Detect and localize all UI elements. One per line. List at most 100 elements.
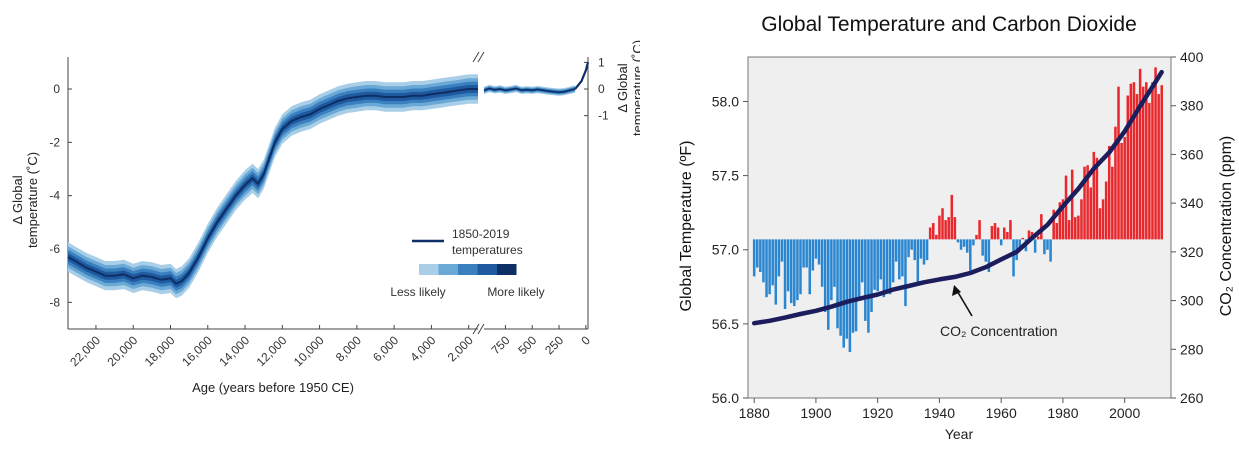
y-tick-label-left: 58.0	[712, 93, 739, 109]
y-tick-label-right: 360	[1180, 146, 1204, 162]
temperature-bar	[965, 239, 969, 253]
temperature-bar	[1006, 231, 1009, 240]
temperature-bar	[864, 239, 867, 321]
temperature-bar	[947, 217, 950, 240]
uncertainty-band-main	[68, 81, 478, 291]
temperature-bar	[885, 239, 889, 292]
temperature-bar	[894, 239, 898, 262]
temperature-bar	[1111, 166, 1114, 240]
co2-annotation-label: CO₂ Concentration	[940, 323, 1058, 339]
temperature-bar	[916, 239, 920, 286]
temperature-bar	[1120, 142, 1123, 240]
uncertainty-band-main	[68, 74, 478, 299]
temperature-bar	[867, 239, 870, 333]
annotation-arrow-head	[952, 285, 961, 296]
temperature-bar	[1018, 239, 1021, 247]
temperature-bar	[1095, 157, 1099, 240]
temperature-bar	[876, 239, 879, 292]
temperature-bar	[1083, 166, 1086, 240]
paleo-temperature-chart: 0 -2 -4 -6 -8 1 0 -1 22,000 20,000 18,000 16,000 14,…	[10, 40, 640, 395]
temperature-bar	[999, 239, 1003, 246]
temperature-bar	[996, 227, 1000, 240]
y-tick-label-right: 0	[598, 82, 605, 96]
temperature-bar	[891, 239, 895, 283]
x-tick-label-recent: 750	[489, 333, 513, 357]
y-axis-label-right-line1: Δ Global	[615, 63, 630, 112]
temperature-bar	[1074, 217, 1077, 240]
temperature-bar	[972, 239, 975, 246]
y-tick-label: -2	[49, 135, 60, 149]
y-tick-label-right: 380	[1180, 98, 1204, 114]
x-tick-label: 20,000	[104, 333, 140, 369]
temperature-bar	[993, 223, 997, 240]
x-tick-label: 1900	[800, 405, 831, 421]
temperature-bar	[756, 239, 759, 268]
temperature-bar	[1148, 102, 1151, 240]
x-tick-label: 8,000	[333, 333, 364, 364]
temperature-bar	[820, 239, 824, 287]
temperature-bar	[944, 220, 947, 240]
temperature-bar	[1123, 137, 1126, 240]
y-axis-label-left: Global Temperature (ºF)	[678, 141, 695, 312]
temperature-bar	[857, 239, 861, 298]
temperature-bar	[1114, 126, 1117, 240]
temperature-bar	[839, 239, 842, 336]
temperature-bar	[1061, 199, 1065, 240]
temperature-bar	[925, 239, 929, 261]
temperature-bar	[1070, 169, 1074, 240]
temperature-bar	[811, 239, 815, 271]
chart-title: Global Temperature and Carbon Dioxide	[761, 13, 1137, 36]
temperature-bar	[1092, 151, 1096, 240]
legend-more-likely: More likely	[487, 285, 544, 299]
temperature-bar	[1145, 82, 1148, 240]
plot-area	[747, 56, 1172, 399]
temperature-bar	[1055, 223, 1059, 240]
temperature-bar	[1027, 230, 1031, 240]
legend-likelihood-swatch	[419, 264, 439, 275]
axis-break-mark	[477, 323, 485, 335]
temperature-bar	[898, 239, 901, 280]
y-tick-label: 0	[53, 82, 60, 96]
co2-line	[751, 69, 1164, 326]
x-axis-label: Age (years before 1950 CE)	[192, 380, 354, 395]
temperature-bar	[1033, 239, 1037, 253]
temperature-bar	[1151, 82, 1154, 240]
temperature-bar	[854, 239, 858, 332]
temperature-bar	[1049, 239, 1052, 262]
temperature-bar	[1098, 208, 1102, 240]
y-tick-label-right: 1	[598, 55, 605, 69]
temperature-bar	[987, 239, 991, 272]
y-tick-label-left: 56.5	[712, 316, 739, 332]
temperature-bar	[1058, 202, 1062, 240]
legend-label-line2: temperatures	[452, 243, 523, 257]
temperature-bar	[827, 239, 830, 330]
x-tick-label: 1940	[924, 405, 955, 421]
temperature-bar	[950, 194, 954, 240]
x-tick-label: 14,000	[216, 333, 252, 369]
temperature-bar	[873, 239, 876, 290]
temperature-bar	[975, 234, 978, 240]
temperature-bar	[901, 239, 904, 277]
series-line-recent	[483, 87, 576, 93]
temperature-bar	[786, 239, 790, 292]
temperature-bar	[1138, 68, 1142, 240]
temperature-bar	[1012, 239, 1015, 277]
temperature-bar	[1077, 215, 1080, 240]
temperature-bar	[978, 220, 981, 240]
y-axis-label-right: CO₂ Concentration (ppm)	[1218, 136, 1235, 317]
temperature-bar	[959, 239, 963, 250]
x-tick-label: 10,000	[291, 333, 327, 369]
temperature-bar	[823, 239, 827, 313]
axis-break-mark	[477, 51, 485, 63]
temperature-bar	[1157, 94, 1160, 240]
temperature-bar	[913, 239, 916, 261]
temperature-bar	[969, 239, 972, 271]
x-tick-label: 2000	[1109, 405, 1140, 421]
temperature-bar	[931, 223, 935, 240]
y-axis-label-left-line1: Δ Global	[10, 175, 25, 224]
temperature-bar	[1126, 95, 1130, 240]
temperature-bar	[752, 239, 756, 277]
temperature-bar	[990, 226, 994, 240]
temperature-bar	[799, 239, 802, 295]
temperature-co2-chart: Global Temperature and Carbon Dioxide 56.…	[678, 13, 1235, 442]
